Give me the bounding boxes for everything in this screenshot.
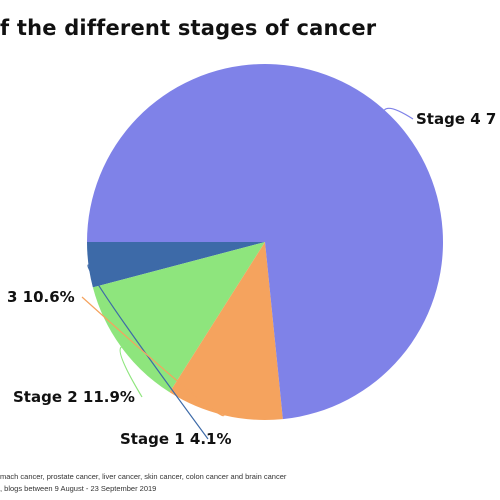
leader-line-stage-2 bbox=[119, 346, 143, 398]
slice-label-stage-4: Stage 4 7 bbox=[416, 110, 496, 128]
pie-slices bbox=[87, 64, 443, 420]
slice-label-stage-2: Stage 2 11.9% bbox=[13, 388, 135, 406]
slice-labels: Stage 1 4.1% Stage 2 11.9% 3 10.6% Stage 4 … bbox=[7, 110, 496, 448]
pie-slice-stage-1 bbox=[87, 242, 265, 288]
source-footnote: mach cancer, prostate cancer, liver canc… bbox=[0, 472, 287, 481]
pie-slice-stage-4 bbox=[87, 64, 443, 420]
leader-line-stage-3 bbox=[81, 296, 225, 417]
pie-slice-stage-2 bbox=[92, 242, 265, 393]
date-footnote: , blogs between 9 August - 23 September … bbox=[0, 484, 157, 493]
pie-slice-stage-3 bbox=[169, 242, 283, 420]
label-leader-lines bbox=[81, 107, 414, 440]
slice-label-stage-3: 3 10.6% bbox=[7, 288, 75, 306]
slice-label-stage-1: Stage 1 4.1% bbox=[120, 430, 232, 448]
leader-line-stage-4 bbox=[383, 107, 414, 120]
leader-line-stage-1 bbox=[87, 264, 209, 440]
chart-title: f the different stages of cancer bbox=[0, 16, 377, 40]
